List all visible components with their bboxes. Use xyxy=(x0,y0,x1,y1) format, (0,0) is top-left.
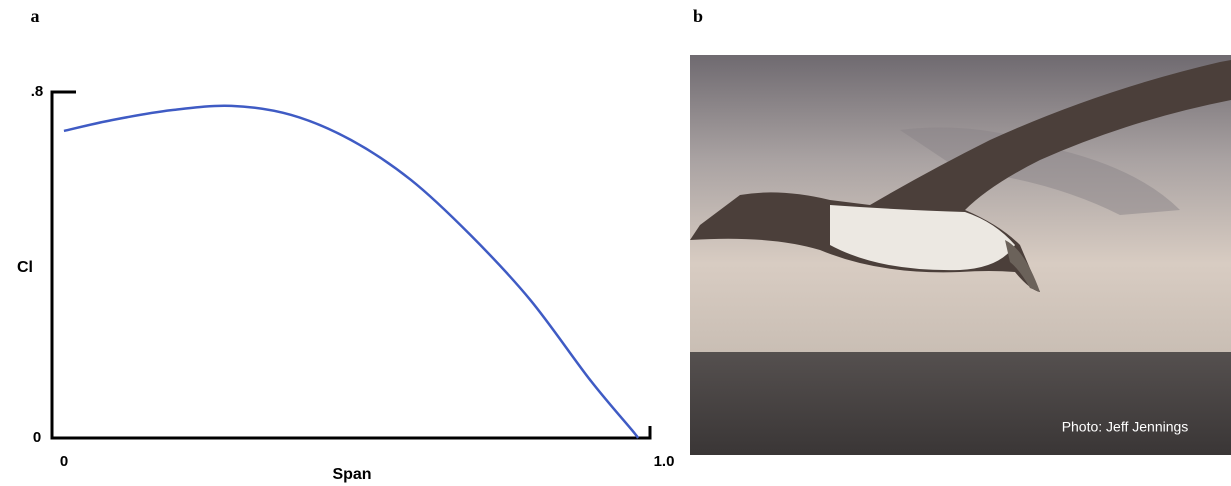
y-axis-label: Cl xyxy=(17,259,33,276)
photo-credit: Photo: Jeff Jennings xyxy=(1062,419,1189,435)
panel-label: b xyxy=(693,6,703,26)
y-tick-label: 0 xyxy=(33,429,41,446)
x-axis-label: Span xyxy=(332,466,371,483)
data-line xyxy=(63,104,640,439)
x-tick-label: 0 xyxy=(60,453,68,470)
x-tick-label: 1.0 xyxy=(654,453,675,470)
y-tick-label: .8 xyxy=(31,83,44,100)
photo: Photo: Jeff Jennings xyxy=(690,55,1231,455)
panel-label: a xyxy=(31,6,40,26)
